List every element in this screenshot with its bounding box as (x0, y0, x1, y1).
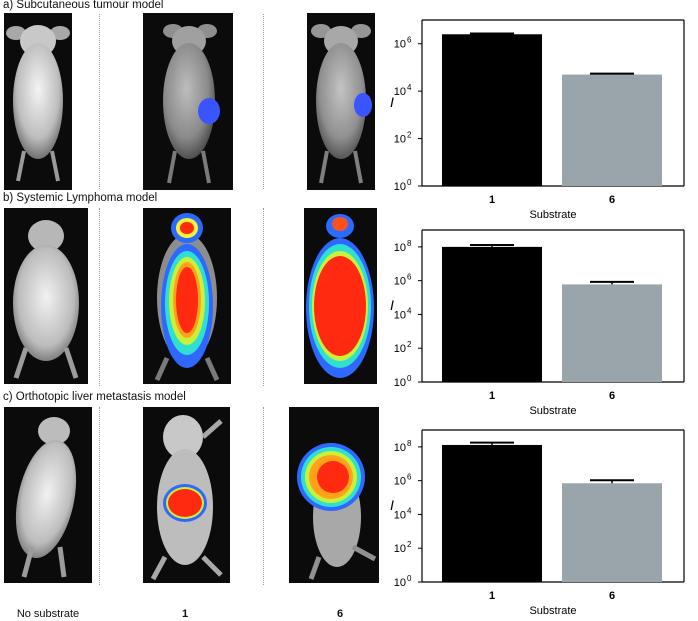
y-tick-exponent: 4 (407, 83, 412, 92)
x-tick-label: 1 (489, 194, 495, 206)
column-label-no-substrate: No substrate (16, 608, 80, 620)
y-tick-label: 10 (394, 343, 406, 355)
x-tick-label: 6 (609, 194, 615, 206)
divider (99, 208, 100, 386)
mouse-image-c-substrate-1 (143, 407, 230, 583)
mouse-image-b-substrate-1 (143, 208, 231, 384)
panel-a-label: a) Subcutaneous tumour model (3, 0, 164, 11)
bar-chart-b: 10 0 10 2 10 4 10 6 10 8 I 1 6 Substrate (380, 220, 698, 420)
y-tick-label: 10 (394, 39, 406, 51)
y-tick-exponent: 8 (407, 439, 412, 448)
column-label-substrate-6: 6 (336, 608, 344, 620)
y-axis-label: I (390, 497, 394, 513)
y-tick-label: 10 (394, 377, 406, 389)
y-tick-exponent: 2 (407, 131, 412, 140)
mouse-image-a-substrate-1 (143, 13, 233, 190)
y-tick-label: 10 (394, 543, 406, 555)
mouse-image-a-substrate-6 (307, 13, 375, 190)
divider (99, 407, 100, 585)
mouse-image-b-substrate-6 (304, 208, 377, 384)
x-axis-label: Substrate (529, 605, 576, 617)
x-tick-label: 6 (609, 590, 615, 602)
y-tick-exponent: 0 (407, 178, 412, 187)
x-axis-label: Substrate (529, 209, 576, 221)
x-tick-label: 1 (489, 590, 495, 602)
divider (263, 14, 264, 189)
mouse-image-b-no-substrate (4, 208, 88, 384)
bar-6 (562, 483, 662, 582)
y-tick-label: 10 (394, 476, 406, 488)
y-tick-label: 10 (394, 577, 406, 589)
panel-b-label: b) Systemic Lymphoma model (3, 192, 158, 204)
y-tick-exponent: 0 (407, 374, 412, 383)
y-tick-label: 10 (394, 442, 406, 454)
mouse-image-c-no-substrate (4, 407, 92, 583)
y-tick-exponent: 6 (407, 36, 412, 45)
y-tick-exponent: 8 (407, 239, 412, 248)
y-axis-label: I (390, 297, 394, 313)
divider (99, 14, 100, 189)
x-axis-label: Substrate (529, 405, 576, 417)
bar-1 (442, 34, 542, 186)
divider (263, 407, 264, 585)
mouse-image-a-no-substrate (4, 13, 72, 190)
y-tick-exponent: 0 (407, 574, 412, 583)
mouse-image-c-substrate-6 (289, 407, 379, 583)
y-tick-label: 10 (394, 242, 406, 254)
y-tick-exponent: 2 (407, 340, 412, 349)
x-tick-label: 1 (489, 390, 495, 402)
bar-6 (562, 74, 662, 186)
bar-chart-a: 10 0 10 2 10 4 10 6 I 1 6 Substrate (380, 8, 698, 222)
y-tick-exponent: 6 (407, 273, 412, 282)
y-tick-exponent: 6 (407, 473, 412, 482)
divider (263, 208, 264, 386)
y-tick-label: 10 (394, 509, 406, 521)
y-tick-exponent: 4 (407, 306, 412, 315)
y-tick-exponent: 4 (407, 506, 412, 515)
panel-c-label: c) Orthotopic liver metastasis model (3, 391, 186, 403)
x-tick-label: 6 (609, 390, 615, 402)
y-tick-label: 10 (394, 134, 406, 146)
y-tick-label: 10 (394, 276, 406, 288)
bar-chart-c: 10 0 10 2 10 4 10 6 10 8 I 1 6 Substrate (380, 420, 698, 620)
y-tick-label: 10 (394, 309, 406, 321)
bar-1 (442, 444, 542, 582)
column-label-substrate-1: 1 (181, 608, 189, 620)
y-tick-label: 10 (394, 181, 406, 193)
bar-1 (442, 246, 542, 382)
y-axis-label: I (390, 94, 394, 110)
y-tick-label: 10 (394, 86, 406, 98)
bar-6 (562, 284, 662, 382)
y-tick-exponent: 2 (407, 540, 412, 549)
